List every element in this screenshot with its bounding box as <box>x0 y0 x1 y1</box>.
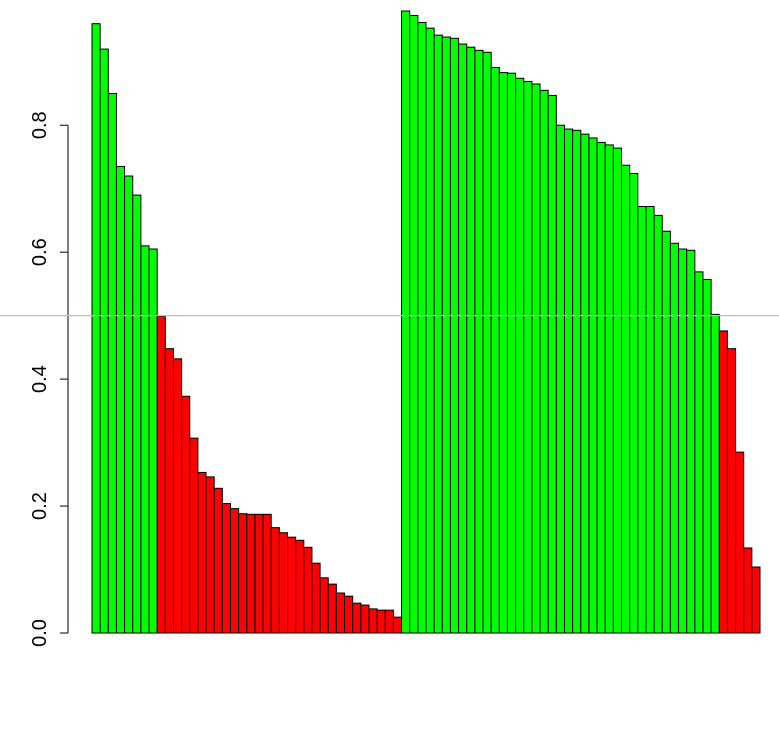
bar <box>115 166 126 634</box>
bar <box>686 249 696 634</box>
bar <box>238 513 248 634</box>
bar <box>124 175 134 634</box>
bar <box>661 230 671 634</box>
bar <box>449 37 460 634</box>
bar <box>547 94 557 634</box>
bar <box>287 536 297 634</box>
bar <box>441 36 451 634</box>
bar <box>506 72 517 634</box>
bar <box>572 129 582 634</box>
bar <box>213 487 223 634</box>
bar <box>718 330 728 634</box>
bar <box>523 80 533 634</box>
bar <box>751 566 761 634</box>
bar <box>612 147 623 634</box>
bar <box>401 10 411 634</box>
bar <box>303 546 313 634</box>
bar <box>270 527 280 634</box>
bar <box>637 205 647 634</box>
y-tick-label: 0.0 <box>29 619 51 647</box>
bar <box>376 609 386 634</box>
bar <box>229 508 240 634</box>
bar <box>726 348 737 634</box>
bar <box>132 194 142 634</box>
bar <box>563 128 574 634</box>
bar <box>417 21 427 634</box>
bar <box>262 513 272 634</box>
bar <box>107 93 117 634</box>
bar <box>433 34 443 634</box>
bar <box>580 133 590 634</box>
bar <box>189 437 199 634</box>
bar <box>498 72 508 634</box>
bar <box>352 602 362 634</box>
bar <box>181 395 191 634</box>
bar <box>140 245 150 634</box>
bar <box>735 451 745 634</box>
bar <box>311 562 321 634</box>
bar <box>148 248 158 634</box>
bar <box>197 471 207 634</box>
bar <box>246 513 256 634</box>
bar <box>466 46 476 634</box>
bar <box>91 23 101 634</box>
y-tick-label: 0.8 <box>29 111 51 139</box>
bar <box>99 48 109 634</box>
bar <box>539 89 549 634</box>
bar <box>555 124 565 634</box>
bar <box>458 43 468 634</box>
bar <box>221 503 231 634</box>
bar <box>645 205 655 634</box>
bar <box>629 172 639 634</box>
bar <box>490 66 500 634</box>
bar <box>596 141 606 634</box>
bar <box>588 137 598 634</box>
bar <box>368 608 378 634</box>
bar <box>205 476 215 634</box>
bar <box>702 278 712 634</box>
bar <box>164 348 174 634</box>
y-tick-label: 0.4 <box>29 365 51 393</box>
y-tick-label: 0.2 <box>29 492 51 520</box>
bar <box>392 616 403 634</box>
bar <box>278 532 289 634</box>
bar <box>327 583 337 634</box>
bar <box>172 358 183 634</box>
bar <box>694 271 704 634</box>
bar <box>425 27 435 634</box>
bar <box>743 547 753 634</box>
bar <box>409 14 419 634</box>
bar <box>621 164 631 634</box>
bar <box>531 83 541 634</box>
bar <box>384 609 394 634</box>
bar <box>678 248 688 634</box>
bar <box>156 315 166 634</box>
y-tick-label: 0.6 <box>29 238 51 266</box>
bar <box>344 595 354 634</box>
bar <box>515 77 525 634</box>
bar <box>360 604 370 634</box>
bar <box>335 592 346 634</box>
bar <box>669 242 680 634</box>
bar <box>482 51 492 634</box>
bar <box>604 144 614 634</box>
bar <box>254 513 264 634</box>
bar <box>319 577 329 634</box>
bar <box>474 49 484 634</box>
bar <box>653 214 663 634</box>
bar <box>710 313 720 634</box>
bar <box>295 539 305 634</box>
